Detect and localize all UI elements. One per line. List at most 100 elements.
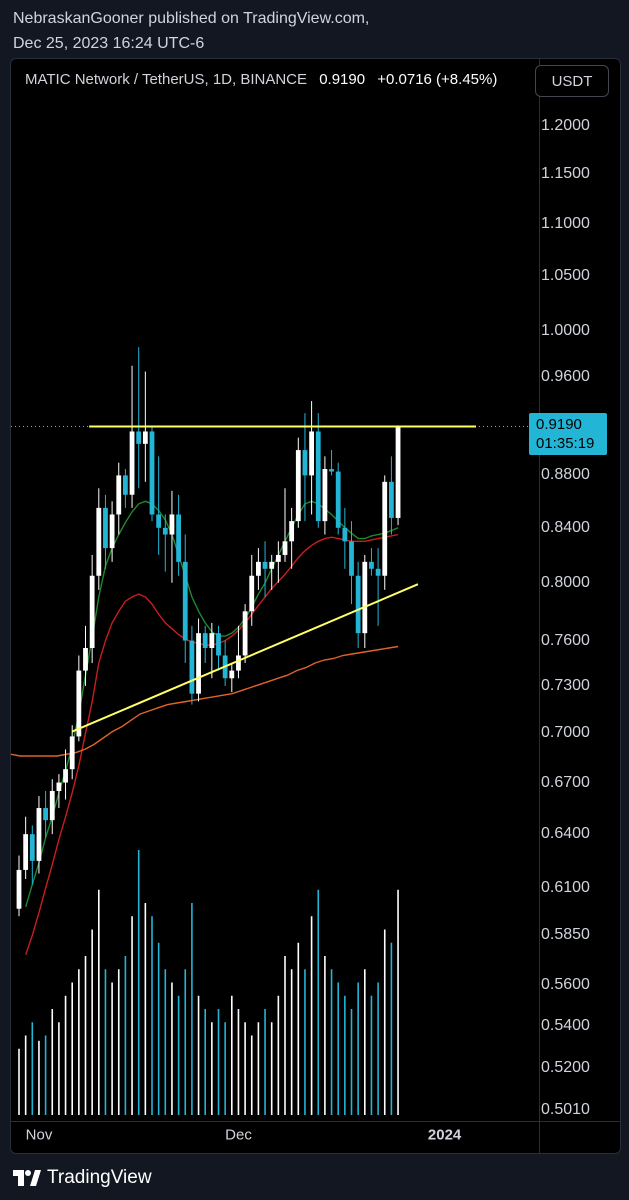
candle (229, 663, 235, 693)
volume-bar (71, 982, 73, 1115)
volume-bar (390, 942, 393, 1115)
candle (123, 469, 128, 508)
tradingview-brand[interactable]: TradingView (13, 1164, 152, 1192)
support-trendline (71, 583, 419, 733)
price-tick-label: 0.8000 (541, 573, 590, 591)
symbol-legend[interactable]: MATIC Network / TetherUS, 1D, BINANCE 0.… (25, 71, 497, 88)
volume-bar (284, 956, 286, 1115)
candle (36, 796, 42, 874)
candle (136, 347, 142, 489)
candles (16, 347, 401, 917)
price-tick-label: 0.5010 (541, 1101, 590, 1118)
volume-bar (131, 916, 133, 1115)
candle (389, 456, 394, 535)
candle-body (176, 514, 181, 562)
candle (382, 475, 388, 590)
volume-bar (357, 982, 359, 1115)
candle (375, 548, 381, 626)
candle (109, 501, 115, 562)
volume-bars (18, 850, 399, 1115)
volume-bar (171, 982, 173, 1115)
candle-body (69, 736, 75, 770)
candle-body (123, 475, 128, 495)
time-tick-label: Nov (25, 1126, 53, 1144)
candle-body (322, 469, 328, 522)
candle (216, 625, 221, 671)
candle-body (29, 834, 35, 861)
volume-bar (151, 916, 153, 1115)
candle-body (309, 431, 314, 476)
candle-body (43, 808, 48, 821)
volume-bar (257, 1022, 260, 1115)
candle (162, 514, 168, 572)
candle-body (103, 507, 108, 549)
price-chart[interactable] (11, 59, 620, 1153)
candle-body (389, 481, 394, 518)
volume-bar (84, 956, 87, 1115)
volume-bar (237, 1009, 240, 1115)
price-tick-label: 0.5200 (541, 1059, 590, 1077)
volume-bar (38, 1040, 40, 1115)
volume-bar (124, 956, 127, 1115)
candle (222, 640, 228, 686)
candle-body (23, 834, 29, 870)
symbol-title: MATIC Network / TetherUS, 1D, BINANCE (25, 71, 308, 88)
volume-bar (177, 995, 180, 1115)
volume-bar (51, 1009, 54, 1115)
volume-bar (164, 969, 167, 1115)
price-tick-label: 0.5850 (541, 926, 590, 944)
candle-body (56, 782, 62, 791)
candle (282, 488, 288, 562)
candle-body (369, 561, 374, 569)
candle (395, 425, 401, 526)
candle-body (395, 426, 401, 518)
volume-bar (144, 903, 147, 1115)
volume-bar (58, 1022, 60, 1115)
bar-countdown: 01:35:19 (536, 435, 595, 452)
volume-bar (204, 1009, 206, 1115)
price-tick-label: 0.8800 (541, 466, 590, 484)
candle (355, 561, 361, 648)
candle (116, 462, 122, 535)
volume-bar (18, 1048, 20, 1115)
price-tick-label: 1.2000 (541, 117, 590, 134)
volume-bar (231, 995, 233, 1115)
candle-body (289, 521, 295, 542)
candle (49, 779, 55, 835)
candle (103, 494, 108, 569)
price-axis-divider (539, 59, 540, 1153)
candle-body (329, 469, 334, 472)
candle-body (216, 633, 221, 656)
candle-body (96, 507, 102, 576)
volume-bar (364, 969, 366, 1115)
candle-body (149, 431, 155, 515)
candle (149, 425, 155, 522)
candle (349, 521, 354, 605)
price-tick-label: 1.0000 (541, 322, 590, 340)
candle-body (362, 561, 368, 634)
price-tick-label: 0.5600 (541, 975, 590, 993)
candle (315, 413, 321, 528)
volume-bar (310, 916, 313, 1115)
volume-bar (377, 982, 379, 1115)
candle-body (349, 541, 354, 576)
candle-body (162, 527, 168, 535)
candle (16, 855, 22, 917)
candle-body (196, 633, 201, 694)
candle (362, 554, 368, 648)
volume-bar (31, 1022, 34, 1115)
volume-bar (344, 995, 346, 1115)
tradingview-logo-icon (13, 1170, 41, 1186)
price-tick-label: 0.6100 (541, 879, 590, 897)
candle (89, 554, 95, 664)
currency-button[interactable]: USDT (535, 65, 609, 97)
candle-body (282, 541, 288, 555)
candle (202, 625, 208, 664)
candle-body (182, 561, 188, 641)
candle (289, 507, 295, 569)
volume-bar (350, 1009, 353, 1115)
time-tick-label: Dec (225, 1126, 252, 1144)
chart-frame[interactable]: MATIC Network / TetherUS, 1D, BINANCE 0.… (10, 58, 621, 1154)
candle (329, 450, 334, 476)
candle (342, 507, 348, 569)
